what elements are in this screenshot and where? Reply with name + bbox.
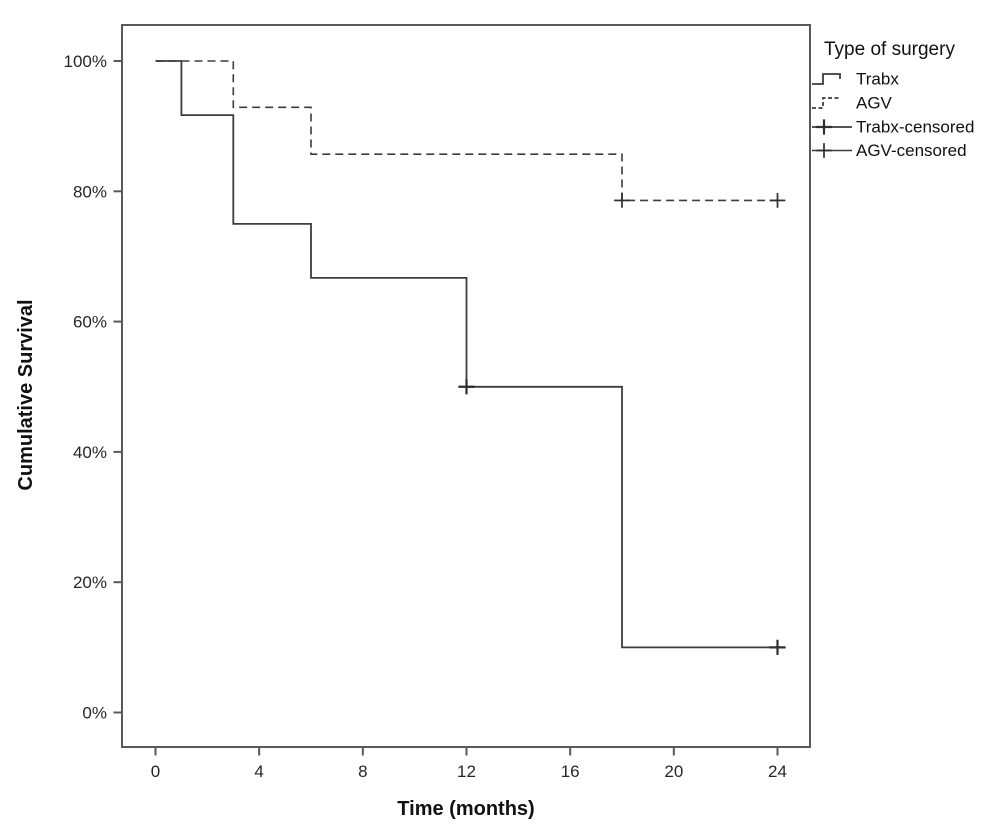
x-axis-title: Time (months) [397,798,534,820]
agv-curve [155,60,778,202]
legend-label: Trabx-censored [856,118,974,137]
x-tick-label: 4 [254,762,263,781]
x-axis-ticks: 0 4 8 12 16 20 24 [151,747,787,781]
y-axis-ticks: 0% 20% 40% 60% 80% 100% [64,52,122,723]
legend-label: Trabx [856,70,899,89]
x-tick-label: 20 [664,762,683,781]
legend-label: AGV-censored [856,141,967,160]
series-curves [155,60,786,655]
y-axis-title: Cumulative Survival [15,299,37,490]
legend-entries: Trabx AGV Trabx-censored AGV-censored [812,70,974,160]
legend-agv-line-icon [812,97,840,109]
y-tick-label: 20% [73,573,107,592]
x-tick-label: 24 [768,762,787,781]
trabx-curve [155,60,778,649]
y-tick-label: 0% [82,704,107,723]
x-tick-label: 12 [457,762,476,781]
y-tick-label: 100% [64,52,107,71]
y-tick-label: 80% [73,182,107,201]
legend-label: AGV [856,94,893,113]
x-tick-label: 16 [561,762,580,781]
legend-trabx-line-icon [812,73,841,85]
y-tick-label: 40% [73,443,107,462]
legend-title: Type of surgery [824,39,955,60]
x-tick-label: 0 [151,762,160,781]
y-tick-label: 60% [73,313,107,332]
x-tick-label: 8 [358,762,367,781]
